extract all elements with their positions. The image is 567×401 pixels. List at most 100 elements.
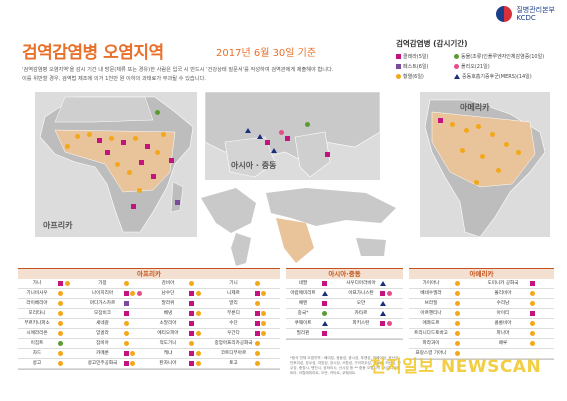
legend-item-label: 동물(조류)인플루엔자인체감염증(10일) [461,54,545,60]
square-marker-icon [285,136,290,141]
country-name: 기니 [214,279,253,289]
middle-east-table-header: 아시아·중동 [286,268,403,279]
circle-marker-icon [460,148,465,153]
circle-marker-icon [136,291,142,296]
circle-marker-icon [123,331,129,336]
triangle-marker-icon [257,134,263,139]
disease-markers [320,289,344,299]
circle-marker-icon [58,341,63,346]
country-name [344,329,378,339]
square-marker-icon [123,351,129,356]
country-name: 파라과이 [409,339,453,349]
disease-markers [252,319,280,329]
country-name: 파나마 [478,329,528,339]
circle-marker-icon [530,331,535,336]
disease-markers [56,349,84,359]
square-marker-icon [254,331,260,336]
square-marker-icon [254,291,260,296]
africa-table-body: 가나 가봉 감비아 기니 기니비사우 나이지리아 남수단 니제르 라이베리아 마다가스카르 말라위 말… [18,279,280,370]
square-marker-icon [175,200,180,205]
country-name: 가나 [18,279,56,289]
country-name: 아르헨티나 [409,309,453,319]
circle-marker-icon [189,281,194,286]
triangle-marker-icon [245,128,251,133]
disease-markers [56,289,84,299]
legend-items: 콜레라(5일) 동물(조류)인플루엔자인체감염증(10일) 페스트(6일) 폴리오(2… [396,53,561,80]
square-marker-icon [105,150,110,155]
disease-markers [121,349,149,359]
disease-markers [252,309,280,319]
square-marker-icon [380,291,385,296]
page-title: 검역감염병 오염지역 [22,43,164,63]
country-name: 니제르 [214,289,253,299]
country-name: 세네갈 [83,319,122,329]
square-marker-icon [151,174,156,179]
circle-marker-icon [454,64,459,69]
country-name: 도미니카 공화국 [478,279,528,289]
disease-markers [252,299,280,309]
country-name: 차드 [18,349,56,359]
disease-markers [187,309,215,319]
legend-item: 폴리오(21일) [454,63,561,70]
disease-markers [252,279,280,289]
circle-marker-icon [261,331,266,336]
legend-item: 콜레라(5일) [396,53,454,60]
country-name: 오만 [344,299,378,309]
country-name: 수리남 [478,299,528,309]
disease-markers [528,349,554,359]
disease-markers [528,299,554,309]
world-overview-map [196,178,406,268]
legend-item: 황열(6일) [396,73,454,80]
disease-markers [378,299,403,309]
circle-marker-icon [123,341,129,346]
triangle-marker-icon [380,311,386,316]
circle-marker-icon [195,291,201,296]
disease-markers [121,339,149,349]
circle-marker-icon [195,361,201,366]
disease-markers [121,299,149,309]
circle-marker-icon [58,361,63,366]
circle-marker-icon [386,321,392,326]
circle-marker-icon [254,351,260,356]
country-name: 카메룬 [83,349,122,359]
disease-markers [378,289,403,299]
circle-marker-icon [130,351,135,356]
circle-marker-icon [195,331,201,336]
circle-marker-icon [87,132,92,137]
circle-marker-icon [261,311,266,316]
country-name: 우간다 [214,329,253,339]
country-name: 베냉 [149,309,187,319]
disease-markers [528,319,554,329]
disease-markers [187,279,215,289]
disease-markers [320,329,344,339]
country-name: 에콰도르 [409,319,453,329]
middle-east-label: 아시아 · 중동 [231,161,277,170]
legend-item-label: 황열(6일) [403,74,424,80]
circle-marker-icon [455,301,460,306]
africa-table-header: 아프리카 [18,268,280,279]
disease-markers [528,279,554,289]
circle-marker-icon [64,281,70,286]
disease-markers [320,309,344,319]
square-marker-icon [123,291,129,296]
disease-markers [320,319,344,329]
triangle-marker-icon [380,301,386,306]
country-name: 앙골라 [83,329,122,339]
square-marker-icon [123,301,129,306]
square-marker-icon [325,152,330,157]
square-marker-icon [121,140,126,145]
square-marker-icon [396,64,401,69]
circle-marker-icon [109,136,114,141]
square-marker-icon [189,351,194,356]
americas-table-header: 아메리카 [409,268,554,279]
disease-markers [378,329,403,339]
legend-title: 검역감염병 (감시기간) [396,39,468,48]
disease-markers [187,289,215,299]
triangle-marker-icon [380,281,386,286]
circle-marker-icon [58,351,63,356]
disease-markers [187,319,215,329]
square-marker-icon [380,321,385,326]
disease-markers [187,329,215,339]
legend-item: 중동호흡기증후군(MERS)(14일) [454,73,561,80]
circle-marker-icon [530,301,535,306]
